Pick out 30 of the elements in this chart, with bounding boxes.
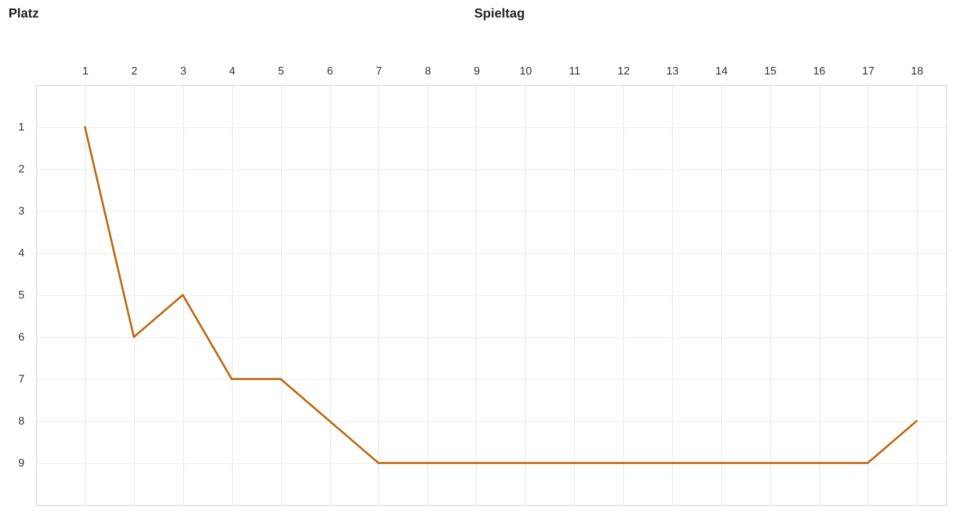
x-tick-label: 7 [376,66,382,78]
y-tick-label: 9 [18,458,24,470]
x-axis-title: Spieltag [474,6,525,20]
x-tick-label: 16 [813,66,826,78]
y-tick-label: 1 [18,122,24,134]
y-tick-label: 3 [18,206,24,218]
x-tick-label: 18 [911,66,924,78]
x-tick-label: 9 [474,66,480,78]
x-tick-label: 15 [764,66,776,78]
y-axis-title: Platz [8,6,40,20]
y-tick-label: 6 [18,332,24,344]
x-tick-label: 5 [278,66,284,78]
x-tick-label: 10 [520,66,532,78]
x-tick-label: 14 [715,66,728,78]
x-tick-label: 1 [82,66,88,78]
line-series [84,126,918,464]
y-tick-label: 7 [18,374,24,386]
x-tick-label: 3 [180,66,186,78]
x-tick-label: 17 [862,66,874,78]
x-tick-label: 2 [131,66,138,78]
x-tick-label: 13 [666,66,679,78]
y-tick-label: 4 [18,248,24,260]
x-tick-label: 11 [568,66,580,78]
y-tick-label: 8 [18,416,24,428]
x-tick-label: 12 [617,66,630,78]
x-tick-label: 4 [229,66,236,78]
x-tick-label: 8 [424,66,431,78]
y-tick-label: 5 [18,290,24,302]
x-tick-label: 6 [326,66,334,78]
y-tick-label: 2 [18,164,24,176]
